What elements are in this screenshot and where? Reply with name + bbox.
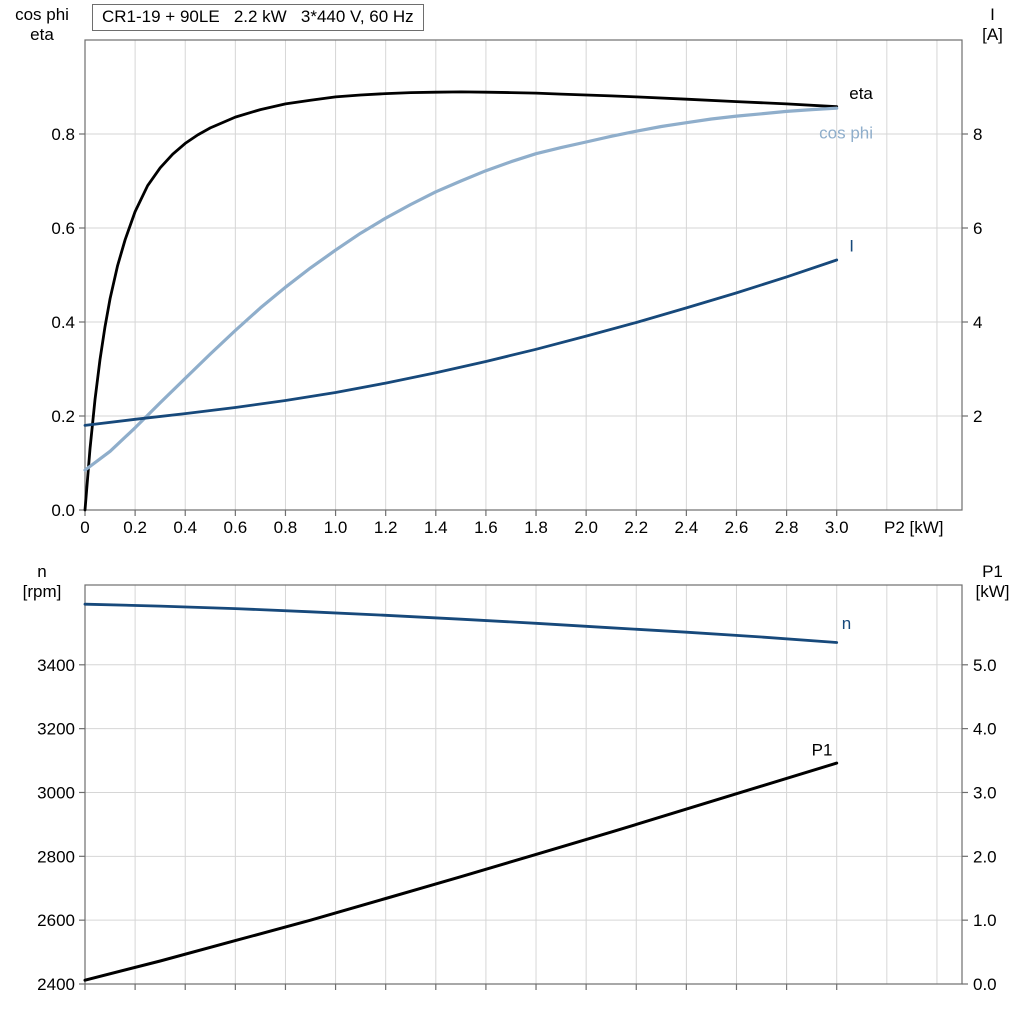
right-tick-label: 4 bbox=[973, 313, 982, 332]
x-tick-label: 1.0 bbox=[324, 518, 348, 537]
x-tick-label: 2.2 bbox=[624, 518, 648, 537]
x-tick-label: 0 bbox=[80, 518, 89, 537]
left-tick-label: 3200 bbox=[37, 720, 75, 739]
right-tick-label: 6 bbox=[973, 219, 982, 238]
left-tick-label: 3400 bbox=[37, 656, 75, 675]
axis-label-current-unit: [A] bbox=[982, 25, 1003, 44]
series-cos-phi-label: cos phi bbox=[819, 124, 873, 143]
axis-label-p1-unit: [kW] bbox=[975, 582, 1010, 601]
left-tick-label: 2600 bbox=[37, 911, 75, 930]
x-tick-label: 1.6 bbox=[474, 518, 498, 537]
axis-label-current: I bbox=[990, 5, 995, 24]
axis-label-cos-phi: cos phi bbox=[15, 5, 69, 24]
x-tick-label: 1.8 bbox=[524, 518, 548, 537]
top-chart-right-axis-label: I [A] bbox=[961, 5, 1024, 45]
right-tick-label: 4.0 bbox=[973, 720, 997, 739]
x-tick-label: 0.2 bbox=[123, 518, 147, 537]
x-tick-label: 2.4 bbox=[675, 518, 699, 537]
x-tick-label: 0.4 bbox=[173, 518, 197, 537]
plot-frame bbox=[84, 584, 963, 985]
left-tick-label: 0.6 bbox=[51, 219, 75, 238]
series-eta-curve bbox=[83, 90, 839, 512]
series-i-curve bbox=[83, 258, 839, 427]
series-i-label: I bbox=[849, 237, 854, 256]
x-axis-label: P2 [kW] bbox=[884, 518, 944, 537]
x-tick-label: 1.2 bbox=[374, 518, 398, 537]
series-eta-label: eta bbox=[849, 84, 873, 103]
x-tick-label: 0.8 bbox=[274, 518, 298, 537]
left-tick-label: 2400 bbox=[37, 975, 75, 994]
series-p1-curve bbox=[83, 761, 839, 982]
left-tick-label: 2800 bbox=[37, 847, 75, 866]
left-tick-label: 0.4 bbox=[51, 313, 75, 332]
right-tick-label: 0.0 bbox=[973, 975, 997, 994]
right-tick-label: 5.0 bbox=[973, 656, 997, 675]
x-tick-label: 2.8 bbox=[775, 518, 799, 537]
left-tick-label: 3000 bbox=[37, 783, 75, 802]
series-n-label: n bbox=[842, 614, 851, 633]
right-tick-label: 2.0 bbox=[973, 847, 997, 866]
left-tick-label: 0.2 bbox=[51, 407, 75, 426]
axis-label-eta: eta bbox=[30, 25, 54, 44]
axis-label-speed: n bbox=[37, 562, 47, 581]
bottom-chart-right-axis-label: P1 [kW] bbox=[961, 562, 1024, 602]
left-tick-label: 0.8 bbox=[51, 125, 75, 144]
series-n-curve bbox=[83, 602, 839, 644]
left-tick-label: 0.0 bbox=[51, 501, 75, 520]
x-tick-label: 3.0 bbox=[825, 518, 849, 537]
series-p1-label: P1 bbox=[812, 740, 833, 759]
bottom-chart-left-axis-label: n [rpm] bbox=[0, 562, 84, 602]
chart-title-box: CR1-19 + 90LE 2.2 kW 3*440 V, 60 Hz bbox=[92, 4, 424, 31]
axis-label-speed-unit: [rpm] bbox=[22, 582, 62, 601]
axis-label-p1: P1 bbox=[982, 562, 1003, 581]
right-tick-label: 2 bbox=[973, 407, 982, 426]
right-tick-label: 3.0 bbox=[973, 783, 997, 802]
x-tick-label: 0.6 bbox=[224, 518, 248, 537]
right-tick-label: 8 bbox=[973, 125, 982, 144]
series-cos-phi-curve bbox=[83, 106, 839, 472]
top-chart-left-axis-label: cos phi eta bbox=[0, 5, 84, 45]
x-tick-label: 2.6 bbox=[725, 518, 749, 537]
right-tick-label: 1.0 bbox=[973, 911, 997, 930]
x-tick-label: 1.4 bbox=[424, 518, 448, 537]
plot-frame bbox=[84, 39, 963, 511]
x-tick-label: 2.0 bbox=[574, 518, 598, 537]
